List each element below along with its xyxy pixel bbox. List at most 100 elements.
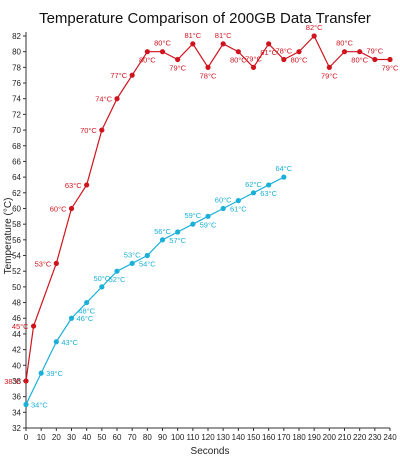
data-label: 53°C <box>35 259 52 268</box>
y-tick-label: 54 <box>12 252 21 261</box>
data-point <box>387 56 393 63</box>
y-axis-ticks: 32 34 36 38 40 42 44 46 48 50 52 54 56 58 60 62 64 66 68 70… <box>12 32 26 433</box>
x-tick-label: 230 <box>368 433 382 442</box>
series-0: 38°C 45°C 53°C 60°C 63°C 70°C 74°C 77°C 80°C 80°C… <box>4 23 399 386</box>
data-label: 62°C <box>245 180 262 189</box>
data-label: 79°C <box>366 47 383 56</box>
x-tick-label: 110 <box>186 433 199 442</box>
data-point <box>53 339 59 345</box>
data-label: 39°C <box>46 369 63 378</box>
x-tick-label: 150 <box>247 433 261 442</box>
data-point <box>84 299 90 306</box>
series-line <box>25 176 285 405</box>
data-point <box>30 323 37 329</box>
x-tick-label: 130 <box>216 433 230 442</box>
series-line <box>25 34 390 382</box>
y-tick-label: 36 <box>12 393 21 402</box>
data-label: 56°C <box>154 227 171 236</box>
data-label: 79°C <box>245 54 262 63</box>
data-label: 79°C <box>321 71 338 80</box>
y-tick-label: 74 <box>12 95 21 104</box>
y-tick-label: 82 <box>12 32 21 41</box>
data-point <box>114 268 120 274</box>
data-point <box>250 190 257 196</box>
data-point <box>311 33 317 39</box>
data-point <box>129 260 135 266</box>
data-label: 61°C <box>230 205 247 214</box>
y-tick-label: 62 <box>12 189 21 198</box>
data-label: 78°C <box>275 47 292 56</box>
data-label: 45°C <box>12 322 29 331</box>
y-tick-label: 56 <box>12 236 21 245</box>
x-tick-label: 120 <box>201 433 215 442</box>
data-label: 82°C <box>306 23 323 32</box>
data-point <box>84 182 90 188</box>
x-tick-label: 140 <box>232 433 246 442</box>
data-label: 78°C <box>200 71 217 80</box>
data-point <box>129 72 135 78</box>
data-point <box>159 237 166 243</box>
data-point <box>114 96 120 102</box>
data-point <box>99 127 105 133</box>
data-label: 53°C <box>124 250 141 259</box>
data-point <box>144 252 150 259</box>
y-tick-label: 50 <box>12 283 21 292</box>
data-label: 46°C <box>77 314 94 323</box>
data-label: 80°C <box>154 39 171 48</box>
series-layer: 38°C 45°C 53°C 60°C 63°C 70°C 74°C 77°C 80°C 80°C… <box>4 23 399 409</box>
data-point <box>341 49 348 55</box>
data-label: 60°C <box>215 195 232 204</box>
data-point <box>296 49 302 55</box>
y-tick-label: 40 <box>12 361 21 370</box>
data-point <box>68 315 75 321</box>
data-point <box>68 205 75 212</box>
x-tick-label: 180 <box>292 433 306 442</box>
y-tick-label: 64 <box>12 173 21 182</box>
series-1: 34°C39°C43°C46°C48°C50°C52°C53°C54°C56°C… <box>23 164 293 409</box>
y-tick-label: 78 <box>12 63 21 72</box>
data-point <box>281 56 287 63</box>
y-tick-label: 72 <box>12 110 21 119</box>
x-tick-label: 90 <box>158 433 167 442</box>
data-point <box>266 41 272 47</box>
x-axis-ticks: 0 10 20 30 40 50 60 70 80 90 100 110 120 130 140 150 160… <box>24 428 397 442</box>
y-tick-label: 80 <box>12 48 21 57</box>
data-label: 34°C <box>31 400 48 409</box>
x-tick-label: 160 <box>262 433 276 442</box>
y-axis-label: Temperature (°C) <box>3 198 14 275</box>
x-tick-label: 100 <box>171 433 185 442</box>
x-tick-label: 200 <box>323 433 337 442</box>
data-label: 57°C <box>169 236 186 245</box>
data-point <box>99 284 105 290</box>
y-tick-label: 68 <box>12 142 21 151</box>
data-label: 80°C <box>351 56 368 65</box>
x-tick-label: 50 <box>97 433 106 442</box>
x-tick-label: 0 <box>24 433 29 442</box>
data-label: 80°C <box>139 56 156 65</box>
data-point <box>326 64 332 70</box>
y-tick-label: 76 <box>12 79 21 88</box>
data-label: 50°C <box>93 274 110 283</box>
data-label: 38°C <box>4 377 21 386</box>
x-tick-label: 70 <box>128 433 137 442</box>
y-tick-label: 42 <box>12 346 21 355</box>
data-label: 81°C <box>215 31 232 40</box>
x-tick-label: 220 <box>353 433 367 442</box>
data-point <box>281 174 287 180</box>
x-axis-label: Seconds <box>191 446 230 457</box>
data-label: 60°C <box>50 204 67 213</box>
data-label: 59°C <box>184 211 201 220</box>
x-tick-label: 190 <box>307 433 321 442</box>
data-label: 43°C <box>61 338 78 347</box>
data-label: 81°C <box>260 48 277 57</box>
data-label: 80°C <box>336 39 353 48</box>
x-tick-label: 240 <box>383 433 397 442</box>
data-label: 80°C <box>291 56 308 65</box>
data-label: 80°C <box>230 56 247 65</box>
data-label: 74°C <box>95 95 112 104</box>
data-label: 79°C <box>169 64 186 73</box>
axes <box>25 32 390 429</box>
data-point <box>220 205 226 212</box>
data-label: 63°C <box>65 181 82 190</box>
